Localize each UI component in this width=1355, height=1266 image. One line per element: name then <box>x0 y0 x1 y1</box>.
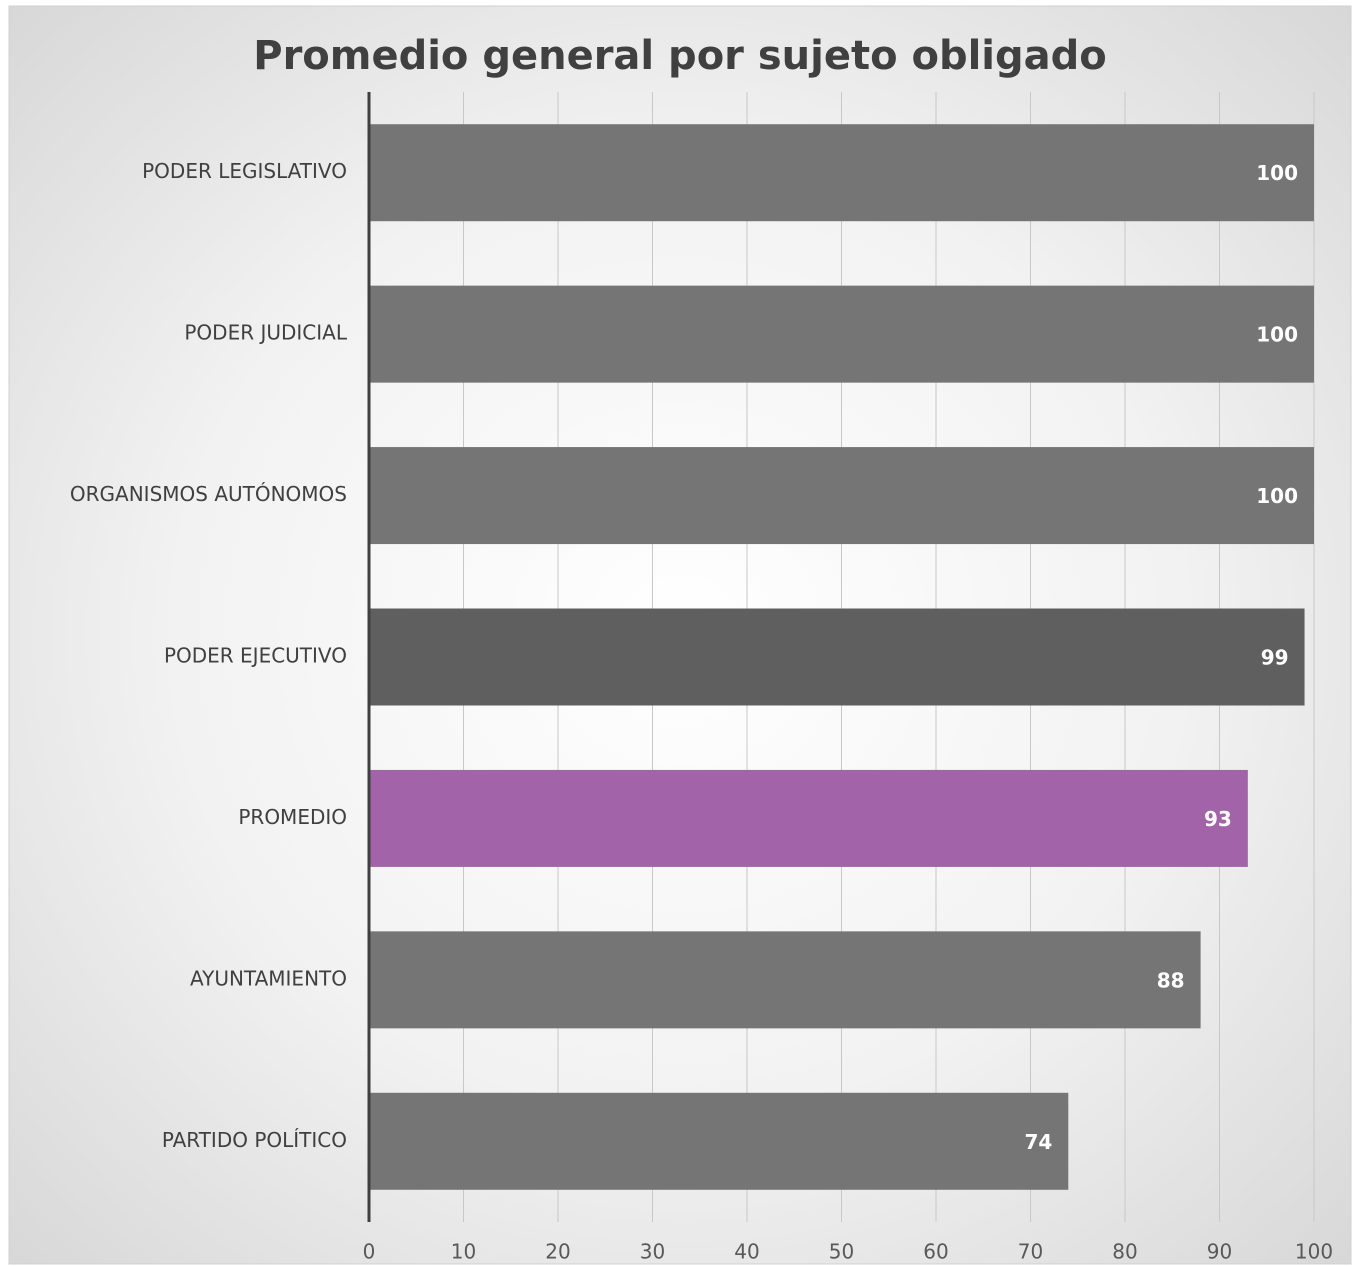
data-label: 93 <box>1204 807 1232 831</box>
x-tick-label: 40 <box>734 1240 759 1264</box>
y-tick-label: PROMEDIO <box>238 805 347 829</box>
y-tick-label: AYUNTAMIENTO <box>190 966 347 990</box>
y-tick-label: PODER JUDICIAL <box>184 321 347 345</box>
x-tick-label: 90 <box>1207 1240 1232 1264</box>
data-label: 100 <box>1256 161 1298 185</box>
data-label: 99 <box>1261 646 1289 670</box>
data-label: 100 <box>1256 484 1298 508</box>
x-tick-label: 100 <box>1295 1240 1333 1264</box>
x-tick-label: 50 <box>829 1240 854 1264</box>
y-tick-label: PARTIDO POLÍTICO <box>162 1128 347 1152</box>
y-tick-label: ORGANISMOS AUTÓNOMOS <box>70 482 347 506</box>
data-label: 100 <box>1256 323 1298 347</box>
bar <box>369 285 1314 383</box>
data-label: 88 <box>1157 968 1185 992</box>
bar <box>369 931 1201 1029</box>
x-tick-label: 0 <box>363 1240 376 1264</box>
chart-title: Promedio general por sujeto obligado <box>253 33 1107 79</box>
x-tick-label: 60 <box>923 1240 948 1264</box>
y-tick-label: PODER EJECUTIVO <box>164 644 347 668</box>
bar <box>369 608 1305 706</box>
x-tick-label: 70 <box>1018 1240 1043 1264</box>
y-tick-label: PODER LEGISLATIVO <box>142 159 347 183</box>
bar <box>369 1092 1069 1190</box>
bar <box>369 769 1248 867</box>
x-tick-label: 20 <box>545 1240 570 1264</box>
bar <box>369 447 1314 545</box>
x-tick-label: 80 <box>1112 1240 1137 1264</box>
data-label: 74 <box>1024 1130 1052 1154</box>
bar <box>369 124 1314 222</box>
x-tick-label: 10 <box>451 1240 476 1264</box>
x-tick-label: 30 <box>640 1240 665 1264</box>
